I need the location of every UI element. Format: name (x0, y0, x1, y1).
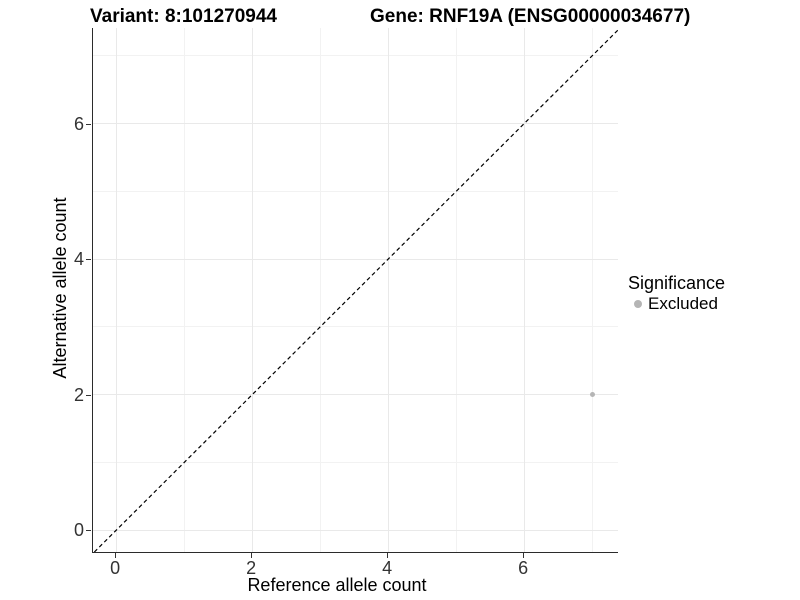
identity-dashed-line (93, 29, 618, 552)
y-tick-label: 4 (73, 249, 84, 270)
x-tick-label: 0 (110, 558, 121, 578)
gridline-x-major (387, 28, 389, 552)
x-tick-mark (523, 553, 525, 558)
gridline-y-minor (93, 326, 618, 328)
gridline-x-minor (591, 28, 593, 552)
y-tick-label: 0 (73, 520, 84, 541)
gridline-y-minor (93, 190, 618, 192)
gridline-y-major (93, 123, 618, 125)
y-tick-mark (86, 394, 91, 396)
x-tick-label: 2 (246, 558, 257, 578)
gridline-x-minor (455, 28, 457, 552)
y-tick-label: 6 (73, 113, 84, 134)
legend-item-excluded: Excluded (634, 294, 718, 314)
x-tick-mark (251, 553, 253, 558)
plot-panel (92, 28, 618, 553)
x-axis-title: Reference allele count (247, 575, 427, 595)
x-tick-mark (115, 553, 117, 558)
gridline-y-major (93, 258, 618, 260)
x-tick-label: 6 (518, 558, 529, 578)
plot-title-gene: Gene: RNF19A (ENSG00000034677) (370, 6, 691, 27)
y-tick-mark (86, 123, 91, 125)
gridline-x-major (251, 28, 253, 552)
data-point (589, 392, 595, 398)
y-tick-mark (86, 259, 91, 261)
gridline-x-minor (183, 28, 185, 552)
legend-item-label: Excluded (648, 294, 718, 313)
gridline-y-minor (93, 462, 618, 464)
gridline-y-minor (93, 55, 618, 57)
gridline-x-minor (319, 28, 321, 552)
y-tick-mark (86, 530, 91, 532)
gridline-y-major (93, 529, 618, 531)
legend-title: Significance (628, 273, 726, 293)
y-tick-label: 2 (73, 384, 84, 405)
x-tick-mark (387, 553, 389, 558)
gridline-y-major (93, 394, 618, 396)
gridline-x-major (115, 28, 117, 552)
legend-point-swatch (634, 300, 642, 308)
gridline-x-major (523, 28, 525, 552)
x-tick-label: 4 (382, 558, 393, 578)
plot-title-variant: Variant: 8:101270944 (90, 6, 277, 27)
